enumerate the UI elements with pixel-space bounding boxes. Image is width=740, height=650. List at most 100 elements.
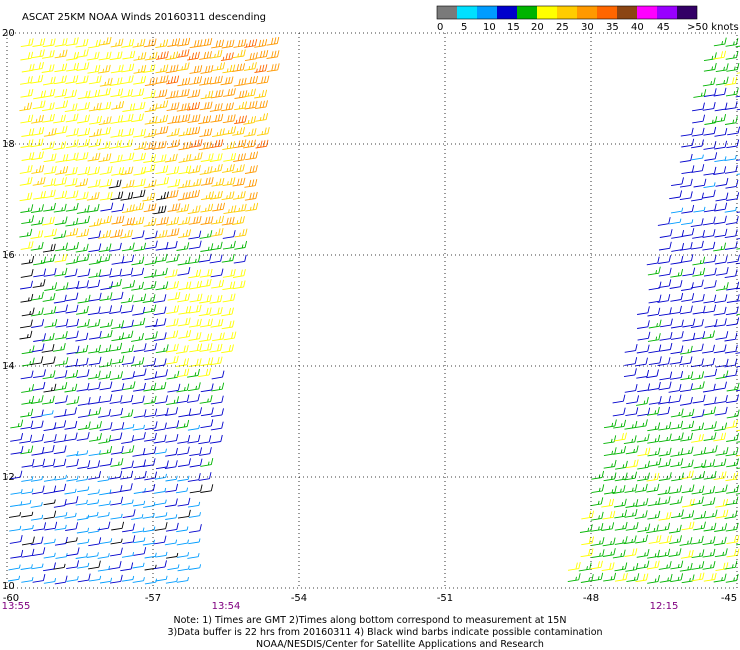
wind-barb [98,229,112,239]
wind-barb [189,484,203,494]
wind-barb [155,344,169,354]
wind-barb [724,269,738,279]
wind-barb [153,294,167,304]
wind-barb [715,192,729,202]
wind-barb [704,318,718,328]
wind-barb [637,383,651,393]
wind-barb [166,420,180,430]
wind-barb [714,548,728,558]
wind-barb [87,306,101,316]
wind-barb [671,229,685,239]
wind-barb [590,511,604,521]
wind-barb [54,216,68,226]
wind-barb [155,460,169,470]
wind-barb [144,408,158,418]
wind-barb [648,395,662,405]
wind-barb [19,228,33,238]
wind-barb [703,166,717,176]
wind-barb [681,484,695,494]
wind-barb [164,269,178,278]
wind-barb [132,306,146,316]
wind-barb [55,357,69,366]
wind-barb [165,475,178,482]
wind-barb [679,356,693,366]
wind-barb [702,330,715,340]
wind-barb [54,253,68,263]
wind-barb [679,153,693,163]
wind-barb [132,500,146,507]
wind-barb [255,49,269,59]
wind-barb [612,549,626,559]
wind-barb [613,498,627,508]
wind-barb [131,267,145,277]
wind-barb [111,355,125,365]
wind-barb [714,140,728,150]
wind-barb [647,497,661,507]
wind-barb [682,332,696,342]
wind-barb [210,89,224,99]
wind-barb [109,432,123,442]
wind-barb [44,521,58,531]
wind-barb [122,217,136,227]
wind-barb [30,216,44,226]
wind-barb [111,383,125,392]
wind-barb [65,139,79,149]
colorbar-label: 15 [507,22,520,33]
wind-barb [670,207,684,214]
wind-barb [691,154,704,161]
wind-barb [199,333,213,342]
wind-barb [657,522,671,532]
wind-barb [222,163,235,173]
wind-barb [590,572,604,582]
colorbar-swatch [657,6,677,19]
wind-barb [97,476,110,483]
wind-barb [43,306,57,316]
wind-barb [20,114,34,124]
wind-barb [245,202,259,212]
wind-barb [726,317,740,327]
wind-barb [21,384,35,393]
wind-barb [142,539,155,546]
lon-label: -57 [145,593,161,604]
wind-barb [10,419,24,429]
wind-barb [220,52,234,62]
wind-barb [189,65,203,74]
wind-barb [10,549,24,559]
wind-barb [176,576,189,583]
wind-barb [736,211,740,213]
wind-barb [704,368,718,378]
wind-barb [198,435,212,445]
wind-barb [591,549,605,558]
wind-barb [110,371,123,381]
wind-barb [692,267,706,277]
wind-barb [31,49,45,59]
wind-barb [110,547,123,557]
wind-barb [155,241,169,251]
wind-barb [98,101,112,111]
wind-barb [211,408,224,418]
wind-barb [692,394,706,404]
wind-barb [244,100,258,110]
wind-barb [736,441,740,443]
wind-barb [659,535,672,544]
wind-barb [736,543,740,546]
lon-label: -51 [437,593,453,604]
wind-barb [121,435,135,444]
wind-barb [42,243,56,253]
wind-barb [634,483,648,493]
wind-barb [88,75,102,85]
wind-barb [153,422,167,432]
wind-barb [110,115,124,124]
wind-barb [210,75,223,85]
wind-barb [30,395,44,404]
wind-barb [681,521,695,531]
wind-barb [691,433,704,443]
wind-barb [155,281,169,291]
wind-barb [99,445,113,455]
wind-barb [176,203,190,213]
wind-barb [20,319,33,329]
wind-barb [66,450,79,457]
wind-barb [111,215,125,225]
wind-barb [131,202,145,212]
wind-barb [109,154,123,164]
